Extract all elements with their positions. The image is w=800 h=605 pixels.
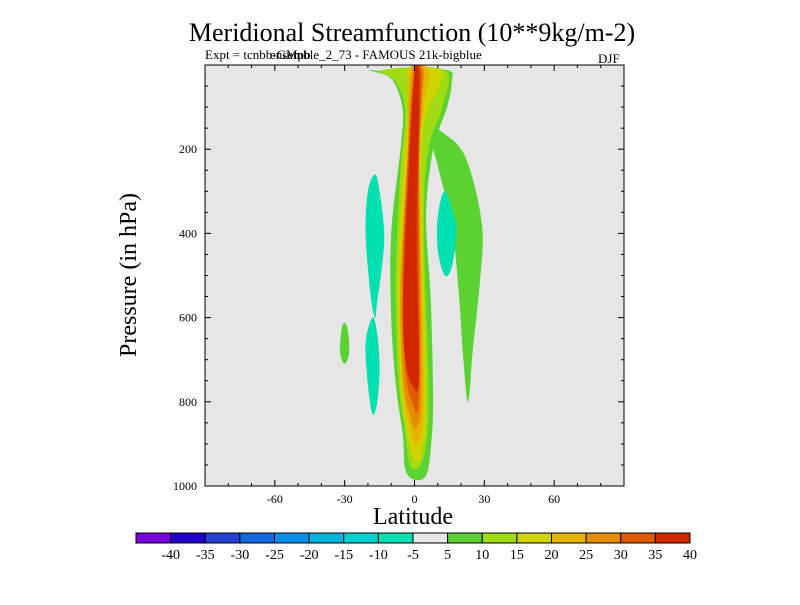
colorbar-swatch bbox=[447, 532, 483, 544]
contour-negative-5-lower-lobe bbox=[365, 317, 380, 415]
colorbar-label: 5 bbox=[444, 548, 451, 563]
contour-positive-5-outer-lobe bbox=[428, 125, 483, 402]
colorbar-label: 40 bbox=[683, 548, 697, 563]
colorbar-label: 10 bbox=[475, 548, 489, 563]
y-tick-label: 600 bbox=[179, 311, 197, 325]
contour-positive-5-small-blob bbox=[339, 322, 350, 364]
colorbar-label: 35 bbox=[648, 548, 662, 563]
y-axis-title: Pressure (in hPa) bbox=[116, 193, 142, 357]
x-tick-label: -60 bbox=[267, 492, 283, 506]
season-label: DJF bbox=[598, 51, 620, 66]
colorbar-swatch bbox=[620, 532, 656, 544]
colorbar-label: 15 bbox=[510, 548, 524, 563]
colorbar-label: 25 bbox=[579, 548, 593, 563]
x-tick-label: 60 bbox=[548, 492, 560, 506]
colorbar-label: -5 bbox=[407, 548, 419, 563]
chart-title: Meridional Streamfunction (10**9kg/m-2) bbox=[189, 18, 635, 47]
colorbar-swatch bbox=[481, 532, 518, 544]
colorbar-label: -10 bbox=[369, 548, 388, 563]
colorbar-swatch bbox=[308, 532, 345, 544]
colorbar-label: -30 bbox=[231, 548, 250, 563]
x-tick-label: 30 bbox=[478, 492, 490, 506]
colorbar-swatch bbox=[377, 532, 414, 544]
y-tick-label: 200 bbox=[179, 142, 197, 156]
colorbar-label: -15 bbox=[334, 548, 353, 563]
y-tick-label: 400 bbox=[179, 226, 197, 240]
chart-subtitle-left: Expt = tcnbb-GMpb bbox=[205, 47, 311, 62]
contour-negative-5-left-lobe bbox=[365, 174, 385, 318]
colorbar-label: -20 bbox=[300, 548, 319, 563]
colorbar-label: -25 bbox=[265, 548, 284, 563]
colorbar: -40 -35 -30 -25 -20 -15 -10 -5 5 10 15 20 25 30 35 40 bbox=[135, 532, 697, 563]
x-axis-title: Latitude bbox=[373, 504, 453, 530]
colorbar-swatch bbox=[516, 532, 552, 544]
colorbar-swatch bbox=[343, 532, 379, 544]
y-tick-label: 1000 bbox=[173, 479, 197, 493]
colorbar-swatch bbox=[135, 532, 172, 544]
colorbar-swatch bbox=[274, 532, 310, 544]
plot-area bbox=[205, 65, 624, 486]
contour-negative-5-right-lobe bbox=[436, 191, 457, 277]
y-tick-label: 800 bbox=[179, 395, 197, 409]
colorbar-swatch bbox=[204, 532, 241, 544]
colorbar-swatch bbox=[170, 532, 206, 544]
x-tick-label: 0 bbox=[412, 492, 418, 506]
colorbar-swatch bbox=[412, 532, 449, 544]
colorbar-swatch bbox=[239, 532, 275, 544]
chart-subtitle-overlap: ensemble_2_73 - FAMOUS 21k-bigblue bbox=[270, 47, 482, 62]
colorbar-swatch bbox=[551, 532, 587, 544]
colorbar-label: 30 bbox=[614, 548, 628, 563]
colorbar-swatch bbox=[585, 532, 622, 544]
x-tick-label: -30 bbox=[337, 492, 353, 506]
colorbar-label: -35 bbox=[196, 548, 215, 563]
contour-positive-35 bbox=[402, 65, 420, 392]
colorbar-label: 20 bbox=[545, 548, 559, 563]
colorbar-label: -40 bbox=[161, 548, 180, 563]
axes: -60 -30 0 30 60 200 400 600 800 1000 bbox=[173, 64, 625, 506]
contour-fills bbox=[339, 65, 483, 481]
colorbar-swatch bbox=[654, 532, 691, 544]
